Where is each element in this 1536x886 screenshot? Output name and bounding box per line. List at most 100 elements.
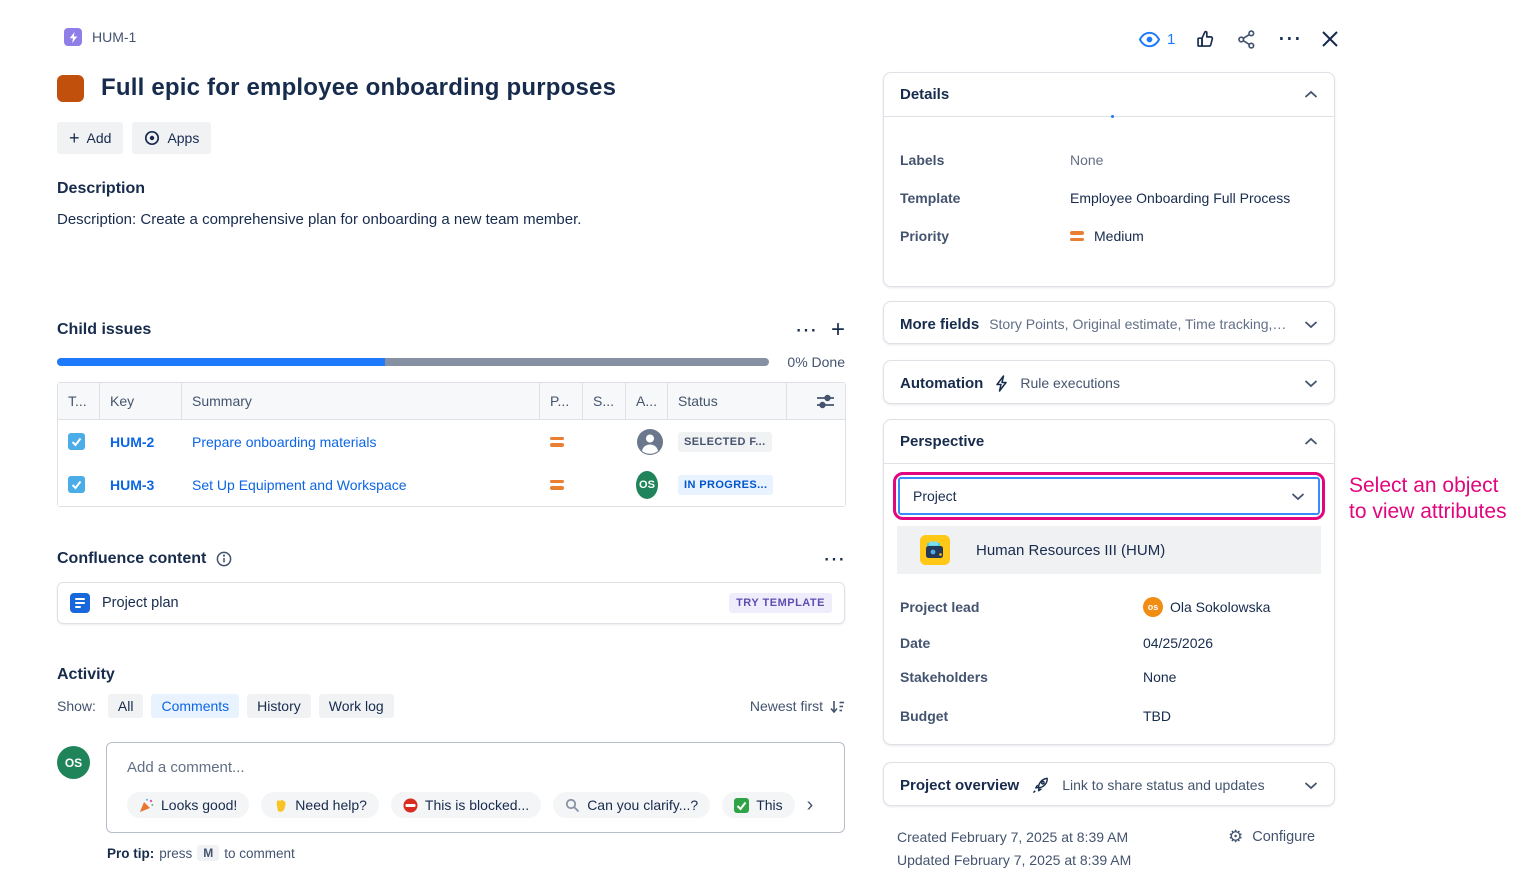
more-actions-icon[interactable]: ⋯ — [1277, 25, 1302, 52]
chevron-up-icon[interactable] — [1304, 437, 1318, 446]
try-template-button[interactable]: TRY TEMPLATE — [729, 593, 832, 613]
col-key[interactable]: Key — [100, 383, 182, 420]
quick-reply-this[interactable]: This — [722, 792, 795, 818]
row1-key[interactable]: HUM-2 — [100, 420, 182, 463]
filter-worklog[interactable]: Work log — [318, 694, 394, 718]
share-icon[interactable] — [1236, 29, 1257, 50]
chevron-down-icon[interactable] — [1304, 320, 1318, 329]
more-fields-card[interactable]: More fields Story Points, Original estim… — [883, 301, 1335, 344]
col-type[interactable]: T... — [58, 383, 100, 420]
row2-sprint[interactable] — [583, 463, 626, 506]
project-overview-card[interactable]: Project overview Link to share status an… — [883, 762, 1335, 806]
child-issues-heading: Child issues — [57, 321, 152, 338]
plus-icon: + — [69, 128, 80, 148]
sliders-icon[interactable] — [816, 394, 835, 409]
apps-button[interactable]: Apps — [132, 122, 212, 154]
gear-icon: ⚙ — [1228, 827, 1244, 846]
row1-sprint[interactable] — [583, 420, 626, 463]
col-sprint[interactable]: S... — [583, 383, 626, 420]
lightning-icon — [995, 374, 1008, 392]
description-heading: Description — [57, 180, 146, 197]
project-lead-field: Project lead os Ola Sokolowska — [900, 597, 1271, 617]
show-label: Show: — [57, 698, 96, 714]
quick-reply-clarify[interactable]: Can you clarify...? — [553, 792, 711, 818]
annotation-text: Select an object to view attributes — [1349, 474, 1507, 523]
confluence-more-icon[interactable]: ⋯ — [823, 546, 845, 571]
pro-tip: Pro tip: press M to comment — [107, 845, 295, 861]
task-icon — [68, 433, 85, 450]
quick-replies: Looks good! Need help? This is blocked..… — [127, 792, 824, 818]
magnifier-icon — [565, 798, 580, 813]
status-badge: SELECTED F... — [678, 431, 772, 452]
row2-assignee[interactable]: OS — [626, 463, 668, 506]
labels-field[interactable]: Labels None — [900, 152, 1104, 168]
priority-medium-icon — [550, 436, 564, 447]
col-summary[interactable]: Summary — [182, 383, 540, 420]
confluence-page-title[interactable]: Project plan — [102, 595, 179, 611]
confluence-header: Confluence content ⋯ — [57, 548, 845, 570]
template-field[interactable]: Template Employee Onboarding Full Proces… — [900, 190, 1291, 206]
project-avatar-icon — [920, 535, 950, 565]
perspective-header[interactable]: Perspective — [884, 420, 1334, 464]
confluence-page-card[interactable]: Project plan TRY TEMPLATE — [57, 582, 845, 624]
object-type-select[interactable]: Project — [898, 477, 1320, 515]
row1-assignee[interactable] — [626, 420, 668, 463]
col-assignee[interactable]: A... — [626, 383, 668, 420]
sort-order-button[interactable]: Newest first — [750, 698, 845, 714]
breadcrumb: HUM-1 — [64, 28, 136, 46]
add-child-issue-icon[interactable]: + — [830, 316, 845, 343]
col-status[interactable]: Status — [668, 383, 787, 420]
add-button[interactable]: + Add — [57, 122, 124, 154]
description-section: Description Description: Create a compre… — [57, 180, 797, 228]
confluence-page-icon — [70, 593, 90, 613]
filter-all[interactable]: All — [107, 694, 144, 718]
description-text[interactable]: Description: Create a comprehensive plan… — [57, 211, 582, 228]
sort-descending-icon — [830, 699, 845, 714]
check-mark-icon — [734, 797, 750, 813]
like-button[interactable] — [1195, 29, 1216, 50]
configure-button[interactable]: ⚙ Configure — [1228, 827, 1316, 846]
filter-comments[interactable]: Comments — [151, 694, 240, 718]
comment-input[interactable]: Add a comment... Looks good! Need help? — [106, 742, 845, 833]
status-badge: IN PROGRES... — [678, 474, 774, 495]
child-issues-table: T... Key Summary P... S... A... Status H… — [57, 382, 846, 507]
rocket-icon — [1031, 776, 1050, 795]
selected-object-label: Human Resources III (HUM) — [976, 541, 1166, 559]
issue-key-link[interactable]: HUM-1 — [92, 29, 137, 45]
row2-key[interactable]: HUM-3 — [100, 463, 182, 506]
col-priority[interactable]: P... — [540, 383, 583, 420]
selected-object-row[interactable]: Human Resources III (HUM) — [897, 526, 1321, 574]
row1-summary[interactable]: Prepare onboarding materials — [182, 420, 540, 463]
chevron-up-icon[interactable] — [1304, 90, 1318, 99]
quick-reply-blocked[interactable]: This is blocked... — [390, 792, 542, 818]
apps-icon — [144, 130, 160, 146]
chevron-down-icon[interactable] — [1304, 379, 1318, 388]
epic-color-icon — [57, 74, 84, 102]
progress-done-label: 0% Done — [787, 354, 845, 370]
scrolled-field-hint — [1111, 115, 1114, 118]
assignee-avatar: OS — [636, 470, 658, 499]
eye-icon — [1138, 31, 1161, 48]
filter-history[interactable]: History — [247, 694, 311, 718]
row2-summary[interactable]: Set Up Equipment and Workspace — [182, 463, 540, 506]
automation-card[interactable]: Automation Rule executions — [883, 360, 1335, 404]
details-header[interactable]: Details — [884, 73, 1334, 117]
quick-replies-scroll-chevron[interactable]: › — [806, 793, 814, 816]
child-issues-more-icon[interactable]: ⋯ — [794, 317, 817, 342]
row2-priority[interactable] — [540, 463, 583, 506]
watchers-button[interactable]: 1 — [1138, 31, 1175, 48]
title-row: Full epic for employee onboarding purpos… — [57, 74, 616, 102]
comment-composer: OS Add a comment... Looks good! Need hel… — [57, 742, 845, 833]
priority-field[interactable]: Priority Medium — [900, 228, 1144, 244]
issue-meta: Created February 7, 2025 at 8:39 AM Upda… — [897, 826, 1131, 872]
row1-status[interactable]: SELECTED F... — [668, 420, 787, 463]
quick-reply-looks-good[interactable]: Looks good! — [127, 792, 250, 818]
row2-status[interactable]: IN PROGRES... — [668, 463, 787, 506]
progress-bar — [57, 358, 770, 366]
row1-priority[interactable] — [540, 420, 583, 463]
close-icon[interactable] — [1321, 30, 1339, 48]
page-title: Full epic for employee onboarding purpos… — [101, 74, 617, 101]
quick-reply-need-help[interactable]: Need help? — [261, 792, 379, 818]
chevron-down-icon[interactable] — [1304, 781, 1318, 790]
info-icon[interactable] — [216, 551, 232, 567]
